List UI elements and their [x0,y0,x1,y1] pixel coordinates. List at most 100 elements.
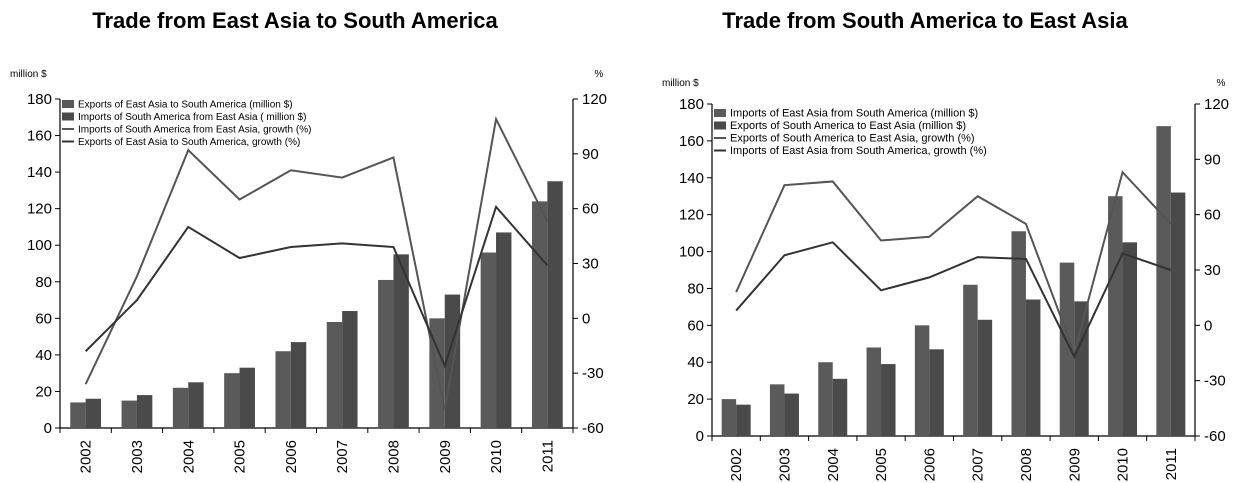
x-tick-label: 2008 [385,440,402,473]
bar [1025,299,1041,436]
x-tick-label: 2011 [539,440,556,472]
bar [172,387,189,428]
legend-swatch [714,109,726,117]
x-tick-label: 2009 [1066,448,1083,481]
chart-2: 0 20 40 60 80 100 120 140 160 180 -60 -30 0 30 60 90 120… [662,78,1229,481]
bar [547,181,563,428]
bar [378,279,394,428]
bar [239,367,255,428]
y-tick-label-left: 0 [44,420,52,437]
y-tick-label-right: 60 [582,201,599,218]
bar [85,398,102,428]
line-series-1 [84,115,549,410]
bar [977,319,993,436]
bar [1156,126,1171,436]
bar [480,252,497,428]
chart-title-left: Trade from East Asia to South America [92,8,498,33]
bar [342,311,358,428]
y-tick-label-right: 60 [1204,207,1221,224]
bar [1170,192,1186,436]
bar [832,378,848,436]
bar [224,373,240,428]
bar [929,349,944,436]
bar [1011,231,1026,436]
bar [531,201,548,428]
x-tick-label: 2003 [129,440,146,473]
y-tick-label-right: 120 [1204,96,1229,113]
y-axis-label-left: million $ [662,78,699,89]
y-tick-label-left: 20 [35,383,52,400]
chart-1: 0 20 40 60 80 100 120 140 160 180 -60 -30 0 30 60 90 120… [10,69,607,473]
bar [1074,301,1089,436]
y-tick-label-left: 20 [687,391,704,408]
x-tick-label: 2006 [921,448,938,481]
y-tick-label-left: 0 [696,428,704,445]
y-tick-label-left: 180 [27,91,52,108]
line-series-2 [735,241,1172,359]
bar [866,347,882,436]
legend-label: Exports of South America to East Asia, g… [730,133,975,145]
bar [1122,242,1138,436]
y-axis-label-right: % [595,69,604,80]
x-tick-label: 2006 [283,440,300,473]
y-tick-label-left: 100 [27,237,52,254]
y-tick-label-right: 0 [1204,317,1212,334]
legend-label: Exports of East Asia to South America (m… [78,100,293,111]
x-tick-label: 2005 [873,448,890,481]
bar [121,400,137,428]
y-tick-label-right: 0 [582,310,590,327]
x-tick-label: 2007 [334,440,351,473]
y-tick-label-left: 180 [679,96,704,113]
y-tick-label-left: 120 [27,201,52,218]
y-tick-label-left: 160 [27,128,52,145]
y-tick-label-left: 60 [35,310,52,327]
bar [784,393,799,436]
y-tick-label-right: 30 [582,256,599,273]
x-tick-label: 2011 [1163,448,1180,480]
y-tick-label-left: 100 [679,244,704,261]
legend-swatch [62,100,74,108]
bar [393,254,409,428]
y-tick-label-left: 40 [35,347,52,364]
line-series-2 [84,204,549,369]
y-tick-label-right: -60 [1204,428,1226,445]
legend-label: Imports of East Asia from South America,… [730,145,987,157]
bar [290,342,307,428]
y-tick-label-right: -60 [582,420,604,437]
x-tick-label: 2004 [180,440,197,473]
legend: Imports of East Asia from South America … [714,108,987,157]
x-tick-label: 2008 [1018,448,1035,481]
y-tick-label-right: 30 [1204,262,1221,279]
legend-label: Imports of South America from East Asia … [78,112,306,123]
y-tick-label-left: 140 [679,170,704,187]
legend-label: Imports of East Asia from South America … [730,108,978,120]
x-tick-label: 2009 [437,440,454,473]
legend-label: Imports of South America from East Asia,… [78,125,311,136]
bar [963,284,978,436]
y-tick-label-left: 60 [687,317,704,334]
bar [70,402,86,428]
bar [736,404,751,436]
y-tick-label-left: 40 [687,354,704,371]
x-tick-label: 2007 [970,448,987,481]
y-tick-label-right: -30 [582,365,604,382]
x-tick-label: 2004 [825,448,842,481]
y-tick-label-right: -30 [1204,373,1226,390]
y-tick-label-left: 80 [687,280,704,297]
chart-title-right: Trade from South America to East Asia [722,8,1128,33]
legend-swatch [714,121,726,130]
legend: Exports of East Asia to South America (m… [62,100,311,148]
x-tick-label: 2002 [728,448,745,481]
bar [1059,262,1075,436]
y-tick-label-left: 80 [35,274,52,291]
y-axis-label-right: % [1217,78,1226,89]
bar [721,399,737,436]
bar [275,351,291,428]
bar [881,364,896,436]
legend-label: Exports of South America to East Asia (m… [730,120,966,132]
bar [1108,196,1123,436]
bar [914,325,930,436]
y-tick-label-right: 90 [1204,151,1221,168]
bar [818,362,833,436]
